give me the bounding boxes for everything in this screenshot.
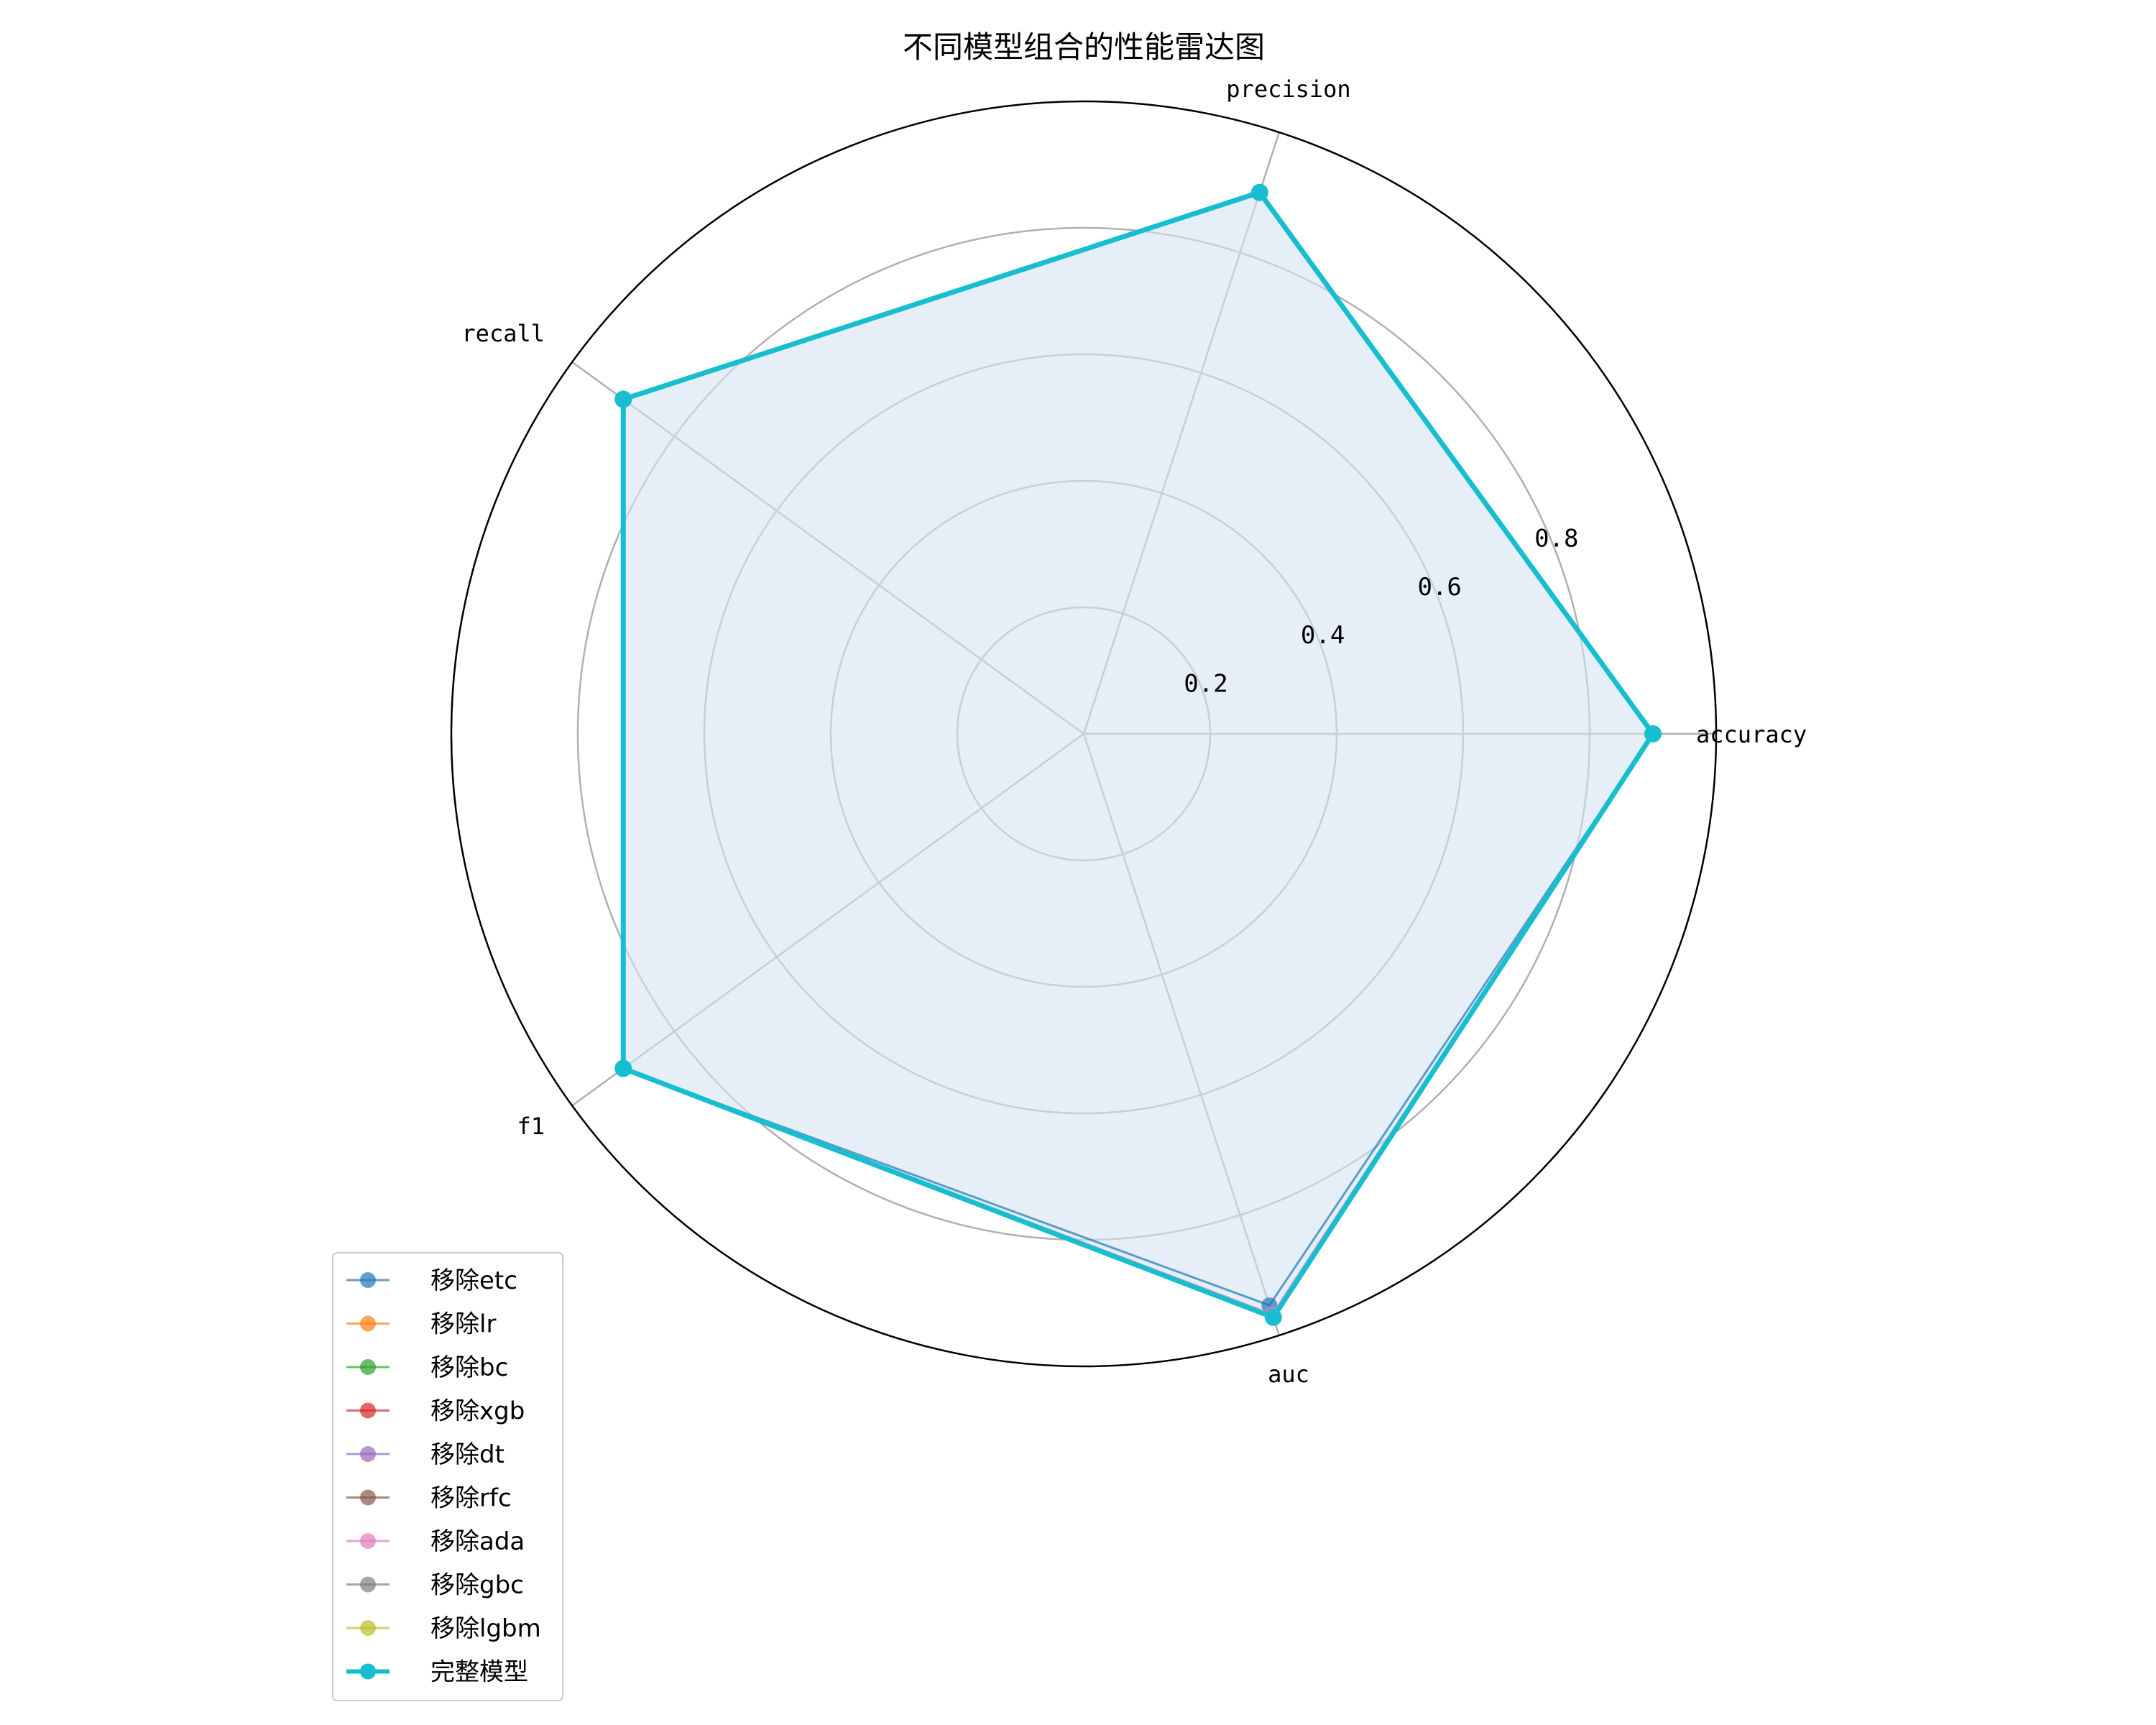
legend-item: 移除etc	[346, 1266, 517, 1295]
legend: 移除etc 移除lr 移除bc 移除xgb 移除dt 移除rfc 移除ada 移除gbc 移除l…	[332, 1252, 563, 1701]
complete-model-fill	[623, 192, 1653, 1317]
series-point-accuracy	[1644, 725, 1662, 742]
legend-swatch-marker	[360, 1576, 376, 1593]
radar-series	[614, 183, 1662, 1326]
legend-swatch-marker	[360, 1446, 376, 1462]
series-point-recall	[614, 390, 632, 408]
series-point-auc	[1264, 1308, 1282, 1326]
legend-label: 移除gbc	[430, 1571, 524, 1600]
axis-label-auc: auc	[1268, 1361, 1309, 1388]
axis-label-accuracy: accuracy	[1696, 721, 1807, 748]
series-point-f1	[614, 1059, 632, 1077]
legend-label: 移除dt	[430, 1440, 505, 1469]
legend-item: 移除bc	[346, 1353, 508, 1382]
legend-label: 移除xgb	[430, 1397, 525, 1426]
series-point-precision	[1250, 183, 1268, 201]
series-line	[620, 190, 1655, 1320]
axis-label-f1: f1	[517, 1113, 545, 1140]
series-10	[614, 183, 1662, 1326]
r-tick-label: 0.4	[1301, 621, 1345, 650]
legend-swatch-marker	[360, 1663, 376, 1680]
r-tick-label: 0.6	[1417, 573, 1461, 602]
legend-swatch-marker	[360, 1359, 376, 1375]
legend-label: 移除ada	[430, 1527, 525, 1556]
radar-fill	[623, 192, 1653, 1317]
legend-label: 移除lgbm	[430, 1614, 541, 1643]
chart-title: 不同模型组合的性能雷达图	[903, 29, 1265, 65]
legend-swatch-marker	[360, 1315, 376, 1332]
axis-label-recall: recall	[461, 320, 545, 347]
legend-swatch-marker	[360, 1620, 376, 1636]
legend-item: 移除ada	[346, 1527, 525, 1556]
axis-labels: accuracy precision recall f1 auc	[461, 75, 1807, 1388]
legend-item: 移除xgb	[346, 1397, 525, 1426]
legend-label: 移除lr	[430, 1310, 496, 1339]
r-tick-label: 0.8	[1534, 525, 1578, 553]
legend-swatch-marker	[360, 1533, 376, 1549]
r-tick-label: 0.2	[1184, 670, 1227, 699]
radial-tick-labels: 0.2 0.4 0.6 0.8	[1184, 525, 1578, 699]
legend-label: 移除rfc	[430, 1484, 512, 1513]
legend-item: 移除lgbm	[346, 1614, 541, 1643]
legend-swatch-marker	[360, 1489, 376, 1506]
legend-label: 移除bc	[430, 1353, 508, 1382]
legend-label: 完整模型	[430, 1658, 528, 1687]
outer-frame	[450, 100, 1718, 1368]
legend-item: 移除rfc	[346, 1484, 512, 1513]
axis-label-precision: precision	[1226, 75, 1350, 103]
legend-swatch-marker	[360, 1402, 376, 1419]
legend-item: 移除dt	[346, 1440, 505, 1469]
legend-swatch-marker	[360, 1272, 376, 1288]
legend-label: 移除etc	[430, 1266, 517, 1295]
legend-item: 移除gbc	[346, 1571, 524, 1600]
legend-frame	[332, 1252, 563, 1701]
legend-item: 移除lr	[346, 1310, 496, 1339]
legend-item: 完整模型	[346, 1658, 528, 1687]
